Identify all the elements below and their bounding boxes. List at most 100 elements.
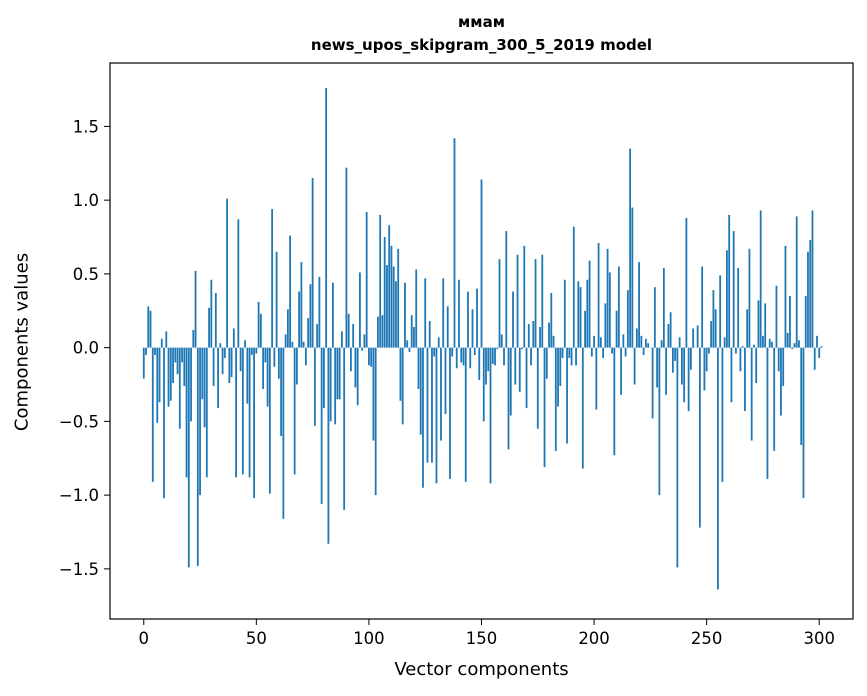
bar bbox=[480, 179, 483, 348]
bar bbox=[228, 347, 231, 384]
bar bbox=[259, 313, 262, 348]
bar bbox=[593, 335, 595, 348]
bar bbox=[352, 324, 355, 348]
bar bbox=[552, 335, 555, 348]
bar bbox=[802, 347, 805, 499]
y-tick-label: 0.0 bbox=[73, 339, 99, 358]
bar bbox=[807, 251, 809, 348]
bar bbox=[381, 315, 384, 348]
bar bbox=[230, 347, 233, 378]
bar bbox=[809, 239, 812, 348]
bar bbox=[377, 316, 379, 348]
bar bbox=[545, 347, 548, 379]
bar bbox=[572, 226, 575, 348]
bar bbox=[313, 347, 316, 426]
bar bbox=[703, 347, 706, 391]
bar bbox=[719, 275, 722, 348]
bar bbox=[543, 347, 546, 468]
bar bbox=[235, 347, 237, 478]
bar bbox=[147, 306, 150, 348]
bar bbox=[192, 329, 195, 348]
bar bbox=[237, 219, 240, 348]
bar bbox=[557, 347, 559, 407]
bar bbox=[771, 341, 773, 348]
bar bbox=[554, 347, 557, 451]
bar bbox=[602, 347, 604, 358]
bar bbox=[676, 347, 679, 568]
bar bbox=[264, 347, 267, 363]
bar bbox=[160, 338, 163, 348]
bar bbox=[633, 347, 636, 385]
bar bbox=[149, 310, 152, 348]
bar bbox=[485, 347, 487, 385]
bar bbox=[762, 335, 764, 348]
bar bbox=[395, 281, 397, 348]
bar bbox=[347, 313, 350, 348]
bar bbox=[683, 347, 686, 403]
bar bbox=[169, 347, 172, 401]
bar bbox=[746, 309, 749, 348]
bar bbox=[782, 347, 785, 386]
bar bbox=[426, 347, 429, 463]
bar bbox=[753, 344, 755, 348]
bar bbox=[507, 347, 510, 450]
bar bbox=[273, 347, 276, 367]
bar bbox=[406, 340, 409, 348]
bar bbox=[208, 307, 210, 348]
bar bbox=[217, 347, 219, 409]
bar bbox=[647, 343, 650, 348]
bar bbox=[178, 347, 181, 429]
bar bbox=[482, 347, 485, 422]
bar bbox=[284, 334, 287, 348]
bar bbox=[698, 347, 701, 528]
bar bbox=[343, 347, 346, 510]
bar bbox=[710, 321, 713, 348]
bars-group bbox=[142, 88, 823, 590]
bar bbox=[512, 291, 514, 348]
bar bbox=[275, 251, 278, 348]
bar bbox=[498, 259, 501, 348]
bar bbox=[748, 248, 751, 348]
bar bbox=[532, 321, 535, 348]
chart-subtitle: news_upos_skipgram_300_5_2019 model bbox=[310, 36, 653, 54]
bar bbox=[795, 216, 798, 348]
bar bbox=[361, 347, 364, 351]
bar bbox=[581, 347, 584, 469]
bar bbox=[478, 347, 481, 381]
bar bbox=[266, 347, 269, 407]
bar bbox=[444, 347, 447, 415]
bar bbox=[286, 309, 289, 348]
bar bbox=[424, 278, 427, 348]
bar bbox=[334, 347, 337, 425]
bar bbox=[717, 347, 719, 590]
bar bbox=[295, 347, 298, 385]
bar bbox=[289, 235, 292, 348]
bar bbox=[500, 334, 503, 348]
bar bbox=[440, 347, 442, 441]
bar bbox=[476, 288, 478, 348]
bar bbox=[685, 217, 688, 348]
bar bbox=[453, 138, 456, 348]
bar bbox=[379, 214, 382, 348]
bar bbox=[172, 347, 174, 384]
bar bbox=[300, 262, 303, 348]
bar bbox=[667, 324, 670, 348]
bar bbox=[775, 285, 778, 348]
bar bbox=[494, 347, 496, 366]
bar bbox=[541, 254, 544, 348]
bar bbox=[293, 347, 296, 475]
bar bbox=[584, 310, 586, 348]
bar bbox=[199, 347, 201, 496]
bar bbox=[816, 335, 818, 348]
bar bbox=[521, 347, 523, 350]
bar bbox=[280, 347, 283, 437]
bar bbox=[327, 347, 330, 544]
bar bbox=[250, 347, 253, 356]
bar bbox=[460, 347, 463, 363]
bar bbox=[721, 347, 724, 482]
y-tick-label: 1.5 bbox=[73, 117, 99, 136]
bar bbox=[388, 225, 391, 348]
bar bbox=[577, 281, 580, 348]
y-tick-label: 0.5 bbox=[73, 265, 99, 284]
bar bbox=[820, 346, 823, 348]
